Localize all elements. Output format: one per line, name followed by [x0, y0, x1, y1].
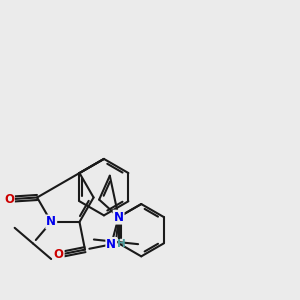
- Text: N: N: [46, 215, 56, 228]
- Text: N: N: [114, 211, 124, 224]
- Text: N: N: [106, 238, 116, 251]
- Text: H: H: [117, 239, 126, 249]
- Text: O: O: [54, 248, 64, 261]
- Text: O: O: [4, 193, 14, 206]
